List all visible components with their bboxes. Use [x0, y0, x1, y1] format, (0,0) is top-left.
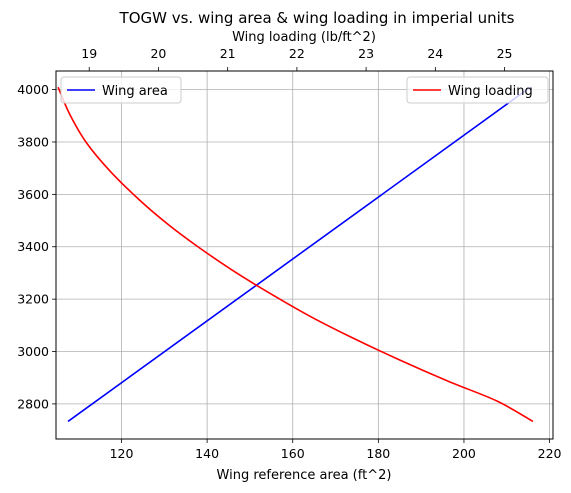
legend-label: Wing area	[102, 84, 168, 99]
x-tick-label: 160	[281, 446, 305, 461]
y-tick-label: 3200	[17, 292, 49, 307]
series-line-wing-area	[67, 86, 531, 423]
grid	[56, 71, 553, 439]
legend-upper-left: Wing area	[60, 76, 182, 104]
x-axis-label: Wing reference area (ft^2)	[217, 468, 392, 483]
x2-tick-label: 19	[81, 46, 97, 61]
x2-axis-label: Wing loading (lb/ft^2)	[232, 30, 376, 45]
chart-title: TOGW vs. wing area & wing loading in imp…	[119, 9, 515, 27]
x2-tick-label: 22	[289, 46, 305, 61]
legend-box	[406, 76, 549, 104]
x2-tick-label: 23	[358, 46, 374, 61]
legend-box	[60, 76, 182, 104]
x2-tick-label: 20	[150, 46, 166, 61]
x-tick-label: 220	[538, 446, 562, 461]
series-line-wing-loading	[57, 86, 534, 423]
legend-upper-right: Wing loading	[406, 76, 549, 104]
ticks: 120 140 160 180 200 220 2800 3000 3200 3400 3600 38…	[17, 46, 561, 461]
y-tick-label: 3600	[17, 187, 49, 202]
y-tick-label: 4000	[17, 82, 49, 97]
series-layer	[57, 86, 534, 423]
legends: Wing area Wing loading	[60, 76, 549, 104]
y-tick-label: 3400	[17, 239, 49, 254]
y-tick-label: 3000	[17, 344, 49, 359]
x-tick-label: 200	[452, 446, 476, 461]
x-tick-label: 120	[110, 446, 134, 461]
x2-tick-label: 21	[220, 46, 236, 61]
plot-frame	[55, 70, 554, 440]
y-tick-label: 2800	[17, 396, 49, 411]
x2-tick-label: 24	[427, 46, 443, 61]
legend-label: Wing loading	[448, 84, 533, 99]
x-tick-label: 140	[195, 446, 219, 461]
x2-tick-label: 25	[497, 46, 513, 61]
x-tick-label: 180	[366, 446, 390, 461]
y-tick-label: 3800	[17, 134, 49, 149]
